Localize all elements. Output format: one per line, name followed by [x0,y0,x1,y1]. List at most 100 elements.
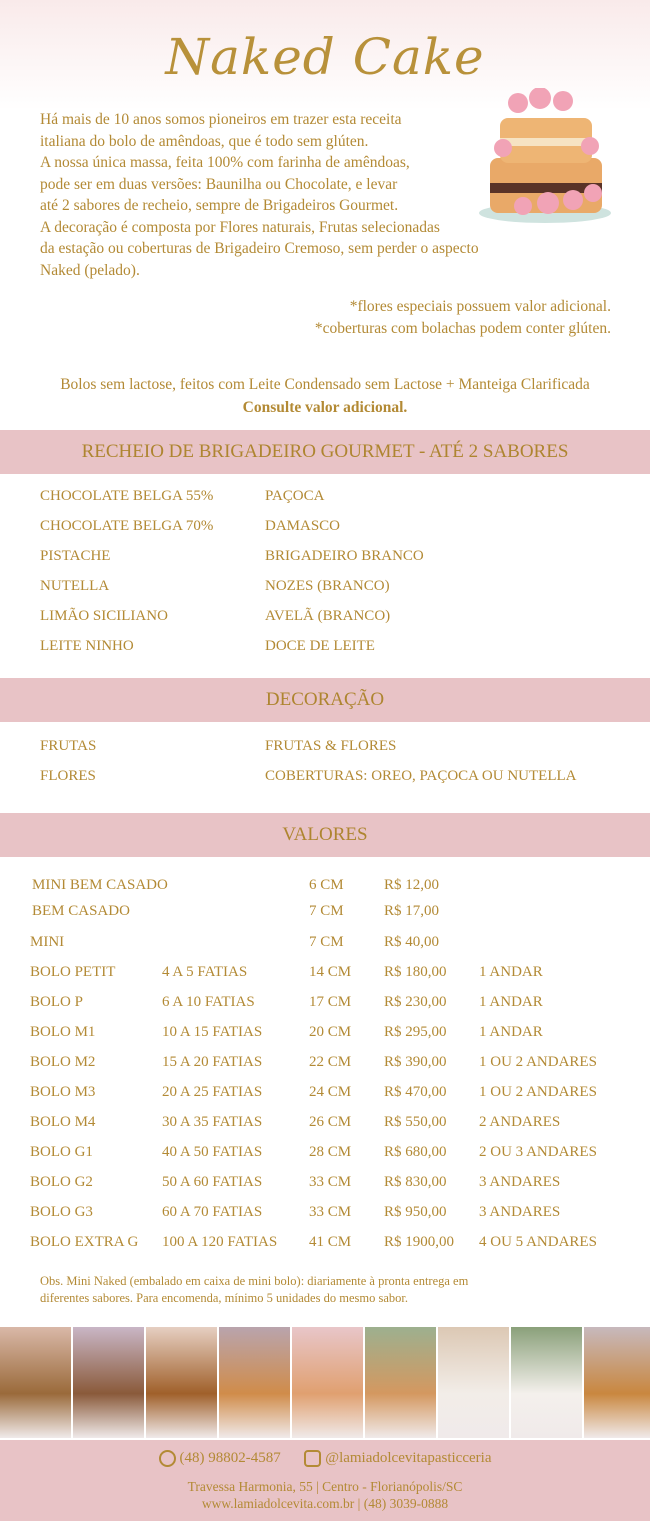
size: 26 CM [309,1114,352,1130]
slices: 15 A 20 FATIAS [162,1054,263,1070]
footnote: *coberturas com bolachas podem conter gl… [314,320,611,337]
price: R$ 390,00 [384,1054,447,1070]
cake-name: BOLO PETIT [30,964,116,980]
contact-line: (48) 98802-4587 @lamiadolcevitapasticcer… [0,1450,650,1468]
price: R$ 295,00 [384,1024,447,1040]
price: R$ 470,00 [384,1084,447,1100]
size: 28 CM [309,1144,352,1160]
cake-name: BEM CASADO [32,903,130,919]
filling-item: CHOCOLATE BELGA 70% [40,518,214,534]
decoration-item: FRUTAS [40,738,97,754]
table-row: BOLO EXTRA G 100 A 120 FATIAS 41 CM R$ 1900… [0,1234,650,1254]
tiers: 1 ANDAR [479,964,543,980]
tiers: 2 ANDARES [479,1114,561,1130]
slices: 100 A 120 FATIAS [162,1234,278,1250]
intro-line: da estação ou coberturas de Brigadeiro C… [40,240,479,257]
section-header-recheio: RECHEIO DE BRIGADEIRO GOURMET - ATÉ 2 SA… [0,430,650,474]
size: 41 CM [309,1234,352,1250]
cake-name: BOLO M4 [30,1114,96,1130]
table-row: BOLO G3 60 A 70 FATIAS 33 CM R$ 950,00 3 AND… [0,1204,650,1224]
cake-photo [146,1327,217,1438]
price: R$ 230,00 [384,994,447,1010]
lactose-consult: Consulte valor adicional. [242,399,408,416]
cake-image [478,87,613,228]
tiers: 1 OU 2 ANDARES [479,1084,597,1100]
cake-name: BOLO M1 [30,1024,96,1040]
obs-line: diferentes sabores. Para encomenda, míni… [40,1291,408,1305]
table-row: BOLO M4 30 A 35 FATIAS 26 CM R$ 550,00 2 AND… [0,1114,650,1134]
cake-photo [365,1327,436,1438]
tiers: 1 ANDAR [479,994,543,1010]
lactose-text: Bolos sem lactose, feitos com Leite Cond… [60,376,590,393]
price: R$ 12,00 [384,877,440,893]
obs-note: Obs. Mini Naked (embalado em caixa de mi… [40,1273,468,1307]
tiers: 1 OU 2 ANDARES [479,1054,597,1070]
cake-photo [0,1327,71,1438]
table-row: MINI BEM CASADO 6 CM R$ 12,00 [0,877,650,897]
whatsapp-icon [158,1450,176,1468]
price: R$ 680,00 [384,1144,447,1160]
intro-line: Naked (pelado). [40,261,140,279]
lactose-note: Bolos sem lactose, feitos com Leite Cond… [0,373,650,419]
size: 33 CM [309,1204,352,1220]
section-header-valores: VALORES [0,813,650,857]
intro-line: Há mais de 10 anos somos pioneiros em tr… [40,111,402,128]
phone-number[interactable]: (48) 98802-4587 [179,1450,281,1467]
cake-name: BOLO M3 [30,1084,96,1100]
size: 20 CM [309,1024,352,1040]
tiers: 3 ANDARES [479,1174,561,1190]
table-row: BOLO PETIT 4 A 5 FATIAS 14 CM R$ 180,00 1 AN… [0,964,650,984]
cake-name: BOLO P [30,994,83,1010]
slices: 60 A 70 FATIAS [162,1204,263,1220]
slices: 50 A 60 FATIAS [162,1174,263,1190]
website-phone[interactable]: www.lamiadolcevita.com.br | (48) 3039-08… [201,1496,449,1511]
table-row: BOLO M2 15 A 20 FATIAS 22 CM R$ 390,00 1 OU … [0,1054,650,1074]
section-header-decoracao: DECORAÇÃO [0,678,650,722]
intro-line: A nossa única massa, feita 100% com fari… [40,154,410,171]
table-row: BOLO M1 10 A 15 FATIAS 20 CM R$ 295,00 1 AND… [0,1024,650,1044]
size: 22 CM [309,1054,352,1070]
filling-item: LIMÃO SICILIANO [40,608,168,624]
cake-name: MINI [30,934,65,950]
table-row: BOLO M3 20 A 25 FATIAS 24 CM R$ 470,00 1 OU … [0,1084,650,1104]
price: R$ 950,00 [384,1204,447,1220]
intro-line: pode ser em duas versões: Baunilha ou Ch… [40,175,398,193]
decoration-item: FRUTAS & FLORES [265,738,397,754]
filling-item: DOCE DE LEITE [265,638,375,654]
size: 14 CM [309,964,352,980]
page-title: Naked Cake [165,28,485,86]
slices: 40 A 50 FATIAS [162,1144,263,1160]
cake-name: BOLO G2 [30,1174,93,1190]
filling-item: DAMASCO [265,518,341,534]
filling-item: NOZES (BRANCO) [265,578,390,594]
instagram-handle[interactable]: @lamiadolcevitapasticceria [325,1450,492,1467]
address-block: Travessa Harmonia, 55 | Centro - Florian… [0,1478,650,1512]
filling-item: BRIGADEIRO BRANCO [265,548,424,564]
cake-name: BOLO EXTRA G [30,1234,139,1250]
table-row: BEM CASADO 7 CM R$ 17,00 [0,903,650,923]
obs-line: Obs. Mini Naked (embalado em caixa de mi… [40,1274,469,1288]
table-row: BOLO P 6 A 10 FATIAS 17 CM R$ 230,00 1 ANDAR [0,994,650,1014]
footer [0,1440,650,1521]
instagram-icon [304,1450,322,1468]
size: 7 CM [309,934,344,950]
filling-item: AVELÃ (BRANCO) [265,608,391,624]
size: 6 CM [309,877,344,893]
footnote: *flores especiais possuem valor adiciona… [349,298,611,315]
slices: 6 A 10 FATIAS [162,994,255,1010]
cake-photo [584,1327,650,1438]
cake-photo [292,1327,363,1438]
cake-photo [73,1327,144,1438]
table-row: MINI 7 CM R$ 40,00 [0,934,650,954]
table-row: BOLO G1 40 A 50 FATIAS 28 CM R$ 680,00 2 OU … [0,1144,650,1164]
slices: 30 A 35 FATIAS [162,1114,263,1130]
filling-item: LEITE NINHO [40,638,134,654]
size: 17 CM [309,994,352,1010]
price: R$ 40,00 [384,934,440,950]
cake-name: BOLO M2 [30,1054,96,1070]
price: R$ 1900,00 [384,1234,455,1250]
intro-line: até 2 sabores de recheio, sempre de Brig… [40,197,399,214]
tiers: 2 OU 3 ANDARES [479,1144,597,1160]
tiers: 4 OU 5 ANDARES [479,1234,597,1250]
filling-item: PISTACHE [40,548,111,564]
